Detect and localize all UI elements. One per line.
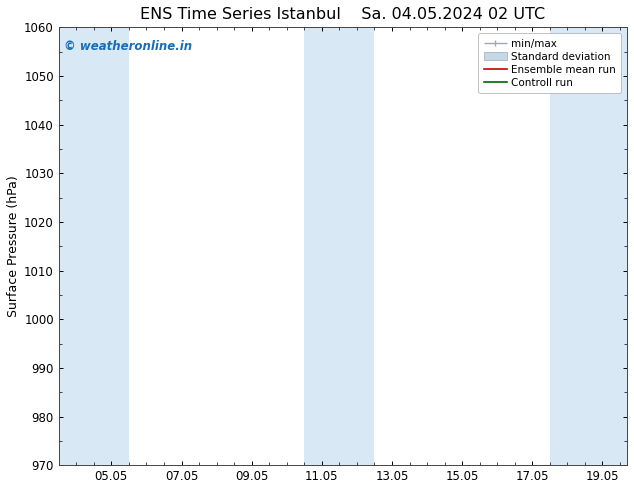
- Legend: min/max, Standard deviation, Ensemble mean run, Controll run: min/max, Standard deviation, Ensemble me…: [479, 33, 621, 93]
- Bar: [59, 27, 129, 465]
- Title: ENS Time Series Istanbul    Sa. 04.05.2024 02 UTC: ENS Time Series Istanbul Sa. 04.05.2024 …: [140, 7, 545, 22]
- Y-axis label: Surface Pressure (hPa): Surface Pressure (hPa): [7, 175, 20, 317]
- Text: © weatheronline.in: © weatheronline.in: [65, 40, 193, 53]
- Bar: [304, 27, 375, 465]
- Bar: [550, 27, 627, 465]
